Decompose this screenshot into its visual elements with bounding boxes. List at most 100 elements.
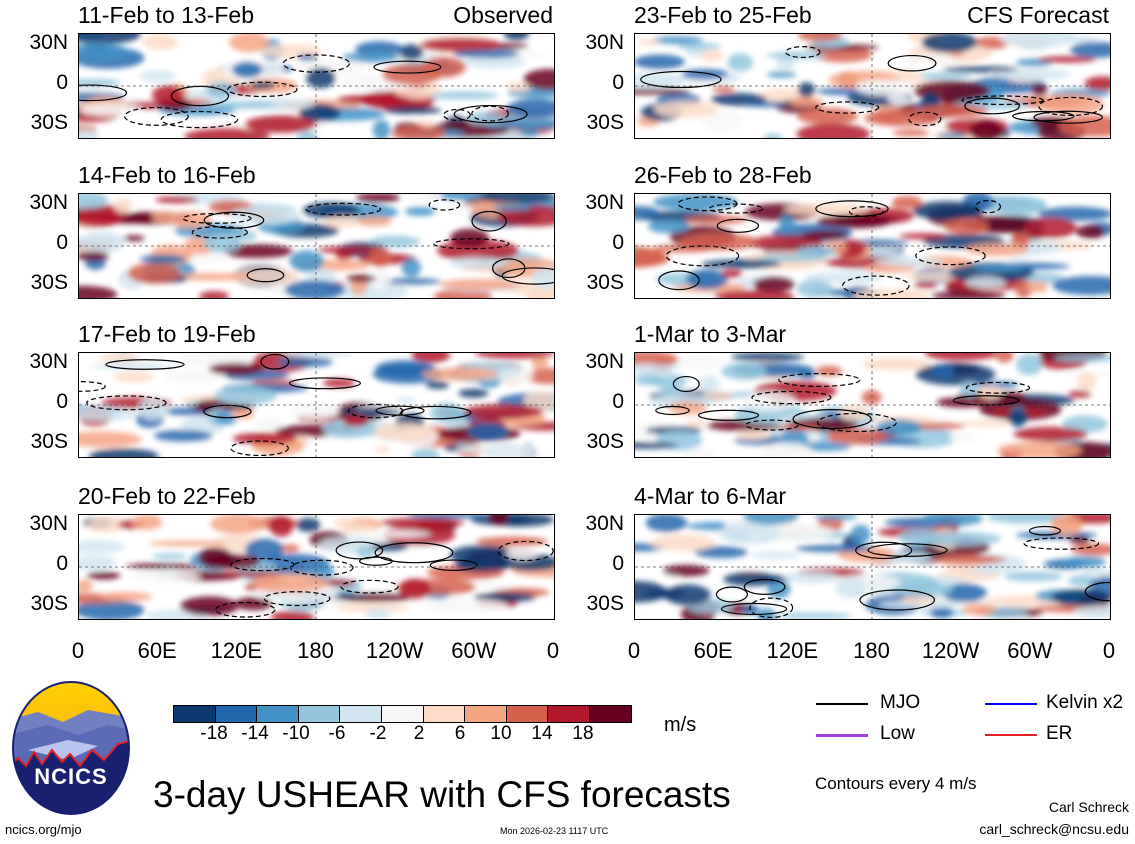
- mjo-contour: [501, 267, 554, 285]
- shear-anomaly-blob: [783, 571, 840, 584]
- shear-anomaly-blob: [449, 228, 489, 248]
- shear-anomaly-blob: [855, 79, 914, 96]
- shear-anomaly-blob: [1067, 575, 1097, 586]
- shear-anomaly-blob: [816, 214, 892, 229]
- shear-anomaly-blob: [378, 278, 442, 285]
- shear-anomaly-blob: [410, 448, 440, 457]
- x-tick-label: 120E: [766, 638, 819, 663]
- shear-anomaly-blob: [234, 596, 273, 611]
- shear-anomaly-blob: [647, 219, 690, 234]
- shear-anomaly-blob: [406, 515, 490, 519]
- x-tick-label: 60E: [693, 638, 733, 663]
- shear-anomaly-blob: [997, 441, 1082, 457]
- panel-title: 11-Feb to 13-Feb: [78, 2, 255, 28]
- shear-anomaly-blob: [1025, 281, 1048, 293]
- shear-anomaly-blob: [278, 544, 300, 553]
- shear-anomaly-blob: [761, 441, 813, 457]
- mjo-contour: [720, 602, 788, 616]
- shear-anomaly-blob: [635, 363, 679, 373]
- shear-anomaly-blob: [784, 203, 869, 216]
- shear-anomaly-blob: [86, 571, 121, 580]
- shear-anomaly-blob: [493, 204, 532, 212]
- shear-anomaly-blob: [380, 517, 465, 528]
- shear-anomaly-blob: [127, 262, 181, 284]
- shear-anomaly-blob: [802, 230, 849, 240]
- x-tick-label: 60W: [1007, 638, 1053, 663]
- shear-anomaly-blob: [864, 109, 941, 127]
- shear-anomaly-blob: [252, 417, 285, 430]
- mjo-contour: [749, 597, 794, 619]
- shear-anomaly-blob: [1031, 84, 1048, 96]
- shear-anomaly-blob: [341, 52, 399, 63]
- y-tick-label: 0: [56, 552, 68, 575]
- shear-anomaly-blob: [937, 132, 968, 138]
- shear-anomaly-blob: [401, 258, 422, 278]
- shear-map: [78, 33, 555, 139]
- shear-anomaly-blob: [776, 612, 852, 619]
- shear-anomaly-blob: [931, 363, 955, 378]
- mjo-contour: [961, 95, 1044, 106]
- shear-anomaly-blob: [88, 448, 159, 457]
- y-tick-label: 30N: [29, 31, 68, 54]
- mjo-contour: [375, 405, 425, 416]
- shear-anomaly-blob: [403, 194, 443, 204]
- shear-anomaly-blob: [796, 245, 837, 258]
- shear-anomaly-blob: [685, 420, 708, 427]
- shear-anomaly-blob: [421, 37, 502, 52]
- mjo-contour: [429, 559, 478, 572]
- shear-anomaly-blob: [922, 515, 983, 527]
- x-tick-label: 60E: [137, 638, 177, 663]
- shear-anomaly-blob: [1054, 354, 1110, 362]
- footer-email[interactable]: carl_schreck@ncsu.edu: [979, 821, 1129, 837]
- shear-anomaly-blob: [923, 353, 999, 361]
- colorbar-swatch: [589, 706, 631, 722]
- shear-anomaly-blob: [368, 269, 392, 290]
- shear-anomaly-blob: [208, 362, 264, 376]
- mjo-contour: [1084, 581, 1110, 602]
- footer-url[interactable]: ncics.org/mjo: [5, 822, 82, 837]
- mjo-contour: [246, 268, 285, 283]
- legend-line-mjo: [816, 703, 868, 705]
- mjo-contour: [677, 196, 738, 212]
- mjo-contour: [215, 601, 276, 618]
- shear-anomaly-blob: [941, 583, 988, 603]
- shear-anomaly-blob: [198, 547, 233, 568]
- shear-anomaly-blob: [913, 281, 938, 289]
- mjo-contour: [335, 541, 384, 560]
- mjo-contour: [697, 409, 760, 421]
- shear-anomaly-blob: [711, 85, 735, 93]
- shear-anomaly-blob: [302, 202, 361, 219]
- shear-anomaly-blob: [335, 251, 353, 260]
- shear-anomaly-blob: [404, 206, 436, 216]
- colorbar-tick-label: 2: [413, 723, 425, 744]
- shear-anomaly-blob: [371, 542, 409, 551]
- shear-anomaly-blob: [730, 353, 805, 362]
- shear-anomaly-blob: [250, 573, 329, 593]
- shear-anomaly-blob: [721, 362, 768, 381]
- mjo-contour: [86, 395, 167, 411]
- shear-anomaly-blob: [654, 100, 719, 118]
- shear-map: [78, 352, 555, 458]
- shear-anomaly-blob: [1038, 206, 1110, 222]
- y-tick-label: 0: [612, 552, 624, 575]
- mjo-contour: [497, 540, 554, 562]
- shear-anomaly-blob: [1070, 41, 1110, 58]
- shear-anomaly-blob: [210, 515, 267, 535]
- mjo-contour: [230, 557, 295, 572]
- shear-anomaly-blob: [523, 391, 554, 411]
- shear-anomaly-blob: [665, 353, 727, 370]
- shear-anomaly-blob: [269, 515, 294, 537]
- shear-anomaly-blob: [421, 56, 466, 78]
- mjo-contour: [373, 60, 442, 74]
- shear-anomaly-blob: [681, 68, 729, 80]
- shear-anomaly-blob: [214, 385, 277, 406]
- shear-anomaly-blob: [991, 68, 1072, 81]
- mjo-contour: [203, 404, 252, 419]
- shear-anomaly-blob: [79, 103, 141, 117]
- colorbar-swatch: [298, 706, 341, 722]
- shear-anomaly-blob: [943, 218, 990, 235]
- shear-anomaly-blob: [169, 272, 252, 281]
- shear-anomaly-blob: [635, 88, 692, 95]
- shear-anomaly-blob: [766, 51, 828, 60]
- shear-anomaly-blob: [151, 553, 188, 560]
